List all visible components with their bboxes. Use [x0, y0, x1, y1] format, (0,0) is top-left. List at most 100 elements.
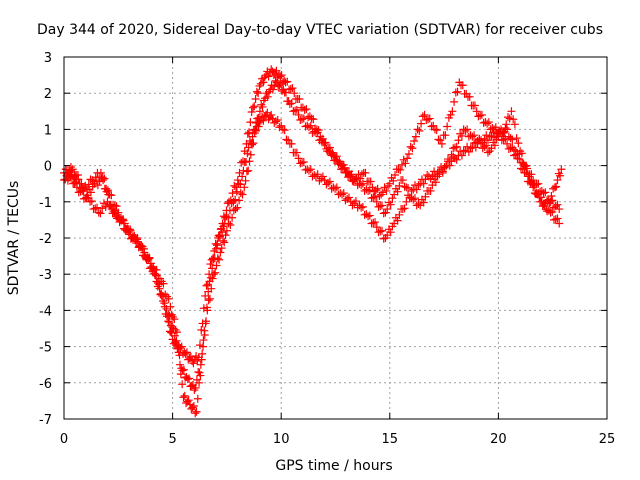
data-point-interp — [405, 193, 414, 202]
data-point-interp — [326, 149, 335, 158]
data-point-interp — [531, 189, 540, 198]
data-point-interp — [444, 155, 453, 164]
data-point-interp — [371, 218, 380, 227]
data-point-interp — [448, 107, 457, 116]
data-point-interp — [310, 171, 319, 180]
data-point-interp — [510, 145, 519, 154]
data-point — [248, 103, 257, 112]
data-point-interp — [437, 165, 446, 174]
data-point-interp — [178, 380, 187, 389]
data-point-interp — [102, 184, 111, 193]
data-point — [246, 150, 255, 159]
data-point — [346, 197, 355, 206]
data-point-interp — [422, 115, 431, 124]
data-point-interp — [362, 210, 371, 219]
data-point — [398, 176, 407, 185]
data-point-interp — [282, 135, 291, 144]
data-point-interp — [170, 315, 179, 324]
data-point — [281, 78, 290, 87]
data-point-interp — [430, 125, 439, 134]
data-point-interp — [335, 157, 344, 166]
data-point-interp — [464, 147, 473, 156]
data-point-interp — [107, 191, 116, 200]
y-tick-label: -2 — [39, 232, 52, 247]
data-point-interp — [286, 84, 295, 93]
data-point — [285, 100, 294, 109]
data-point-interp — [415, 126, 424, 135]
data-point-interp — [152, 265, 161, 274]
data-point — [411, 132, 420, 141]
data-point-interp — [87, 197, 96, 206]
data-point-interp — [315, 176, 324, 185]
data-point-interp — [402, 197, 411, 206]
data-point-interp — [101, 202, 110, 211]
data-point-interp — [397, 160, 406, 169]
data-point-interp — [65, 168, 74, 177]
data-point-interp — [491, 123, 500, 132]
data-point-interp — [238, 190, 247, 199]
data-point-interp — [109, 200, 118, 209]
data-point-interp — [382, 186, 391, 195]
data-point-interp — [454, 136, 463, 145]
data-point-interp — [400, 182, 409, 191]
data-point-interp — [543, 197, 552, 206]
data-point-interp — [311, 124, 320, 133]
data-point-interp — [482, 131, 491, 140]
data-point — [79, 186, 88, 195]
data-point-interp — [285, 85, 294, 94]
data-point — [524, 172, 533, 181]
data-point-interp — [367, 194, 376, 203]
data-point — [183, 375, 192, 384]
x-axis-label: GPS time / hours — [275, 458, 392, 474]
data-point — [86, 197, 95, 206]
data-point-interp — [175, 360, 184, 369]
data-point — [231, 205, 240, 214]
data-point-interp — [384, 198, 393, 207]
data-point — [498, 129, 507, 138]
data-point-interp — [345, 171, 354, 180]
data-point-interp — [483, 136, 492, 145]
data-point-interp — [441, 131, 450, 140]
data-point-interp — [426, 186, 435, 195]
data-point-interp — [242, 167, 251, 176]
data-point-interp — [412, 185, 421, 194]
data-point-interp — [482, 141, 491, 150]
data-point-interp — [332, 152, 341, 161]
data-point-interp — [206, 273, 215, 282]
data-point-interp — [375, 192, 384, 201]
data-point-interp — [435, 170, 444, 179]
data-point-interp — [244, 166, 253, 175]
data-point-interp — [196, 371, 205, 380]
data-point-interp — [272, 66, 281, 75]
data-point-interp — [466, 144, 475, 153]
x-tick-label: 10 — [273, 432, 290, 447]
data-point-interp — [367, 219, 376, 228]
data-point-interp — [299, 114, 308, 123]
data-point-interp — [208, 264, 217, 273]
data-point-interp — [526, 178, 535, 187]
data-point-interp — [378, 188, 387, 197]
data-point-interp — [305, 166, 314, 175]
series-track-c — [62, 65, 566, 418]
data-point-interp — [268, 85, 277, 94]
data-point-interp — [193, 357, 202, 366]
y-tick-label: -3 — [39, 268, 52, 283]
data-point-interp — [277, 71, 286, 80]
data-point-interp — [164, 294, 173, 303]
data-point-interp — [386, 228, 395, 237]
data-point-interp — [369, 218, 378, 227]
data-point — [298, 103, 307, 112]
data-point-interp — [426, 174, 435, 183]
data-point-interp — [222, 206, 231, 215]
data-point-interp — [450, 97, 459, 106]
data-point-interp — [217, 224, 226, 233]
data-point-interp — [247, 108, 256, 117]
data-point-interp — [414, 199, 423, 208]
data-point-interp — [374, 202, 383, 211]
data-point — [218, 219, 227, 228]
data-point-interp — [393, 216, 402, 225]
data-point-interp — [232, 187, 241, 196]
data-point — [338, 190, 347, 199]
data-point-interp — [119, 216, 128, 225]
data-point-interp — [357, 170, 366, 179]
